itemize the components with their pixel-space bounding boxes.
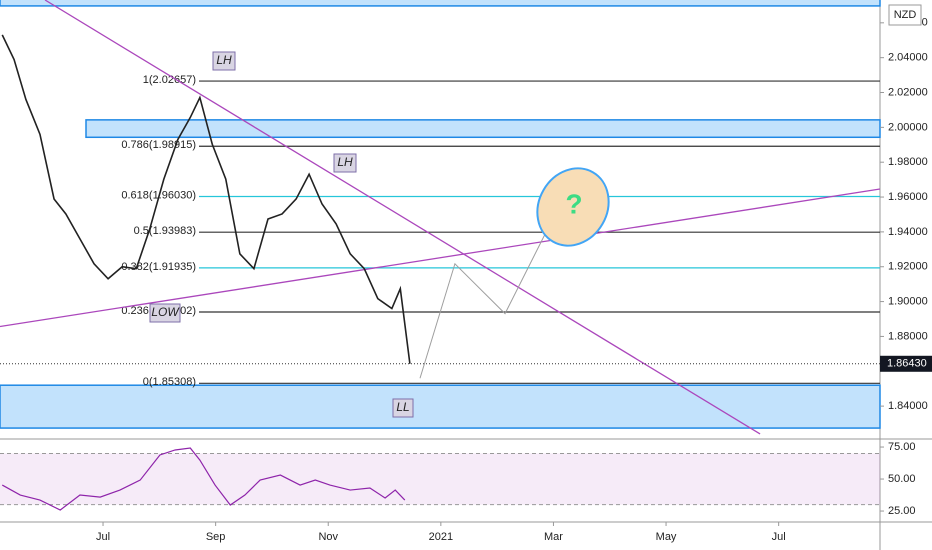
tag: LH (337, 155, 353, 169)
y-tick-label: 2.04000 (888, 52, 928, 64)
y-tick-label: 50.00 (888, 473, 916, 485)
tag: LOW (151, 305, 180, 319)
tag-box (333, 153, 357, 173)
fib-label: 0.786(1.98915) (121, 139, 196, 151)
x-tick-label: Jul (772, 531, 786, 543)
series-line (0, 188, 881, 328)
tag-box (392, 398, 414, 418)
y-tick-label: 2.00000 (888, 121, 928, 133)
rsi-band (0, 453, 880, 505)
target-ellipse (536, 167, 610, 247)
last-price-label: 1.86430 (887, 358, 927, 370)
y-tick-label: 25.00 (888, 505, 916, 517)
x-tick-label: 2021 (429, 531, 453, 543)
tag-box (212, 51, 236, 71)
tag-box (149, 303, 181, 323)
tag: LL (396, 400, 409, 414)
tag: LH (216, 53, 232, 67)
fib-label: 0(1.85308) (143, 376, 196, 388)
y-tick-label: 1.98000 (888, 156, 928, 168)
zone (0, 384, 881, 429)
y-tick-label: 1.88000 (888, 330, 928, 342)
x-tick-label: May (656, 531, 677, 543)
series-line (44, 0, 761, 435)
y-tick-label: 1.92000 (888, 261, 928, 273)
y-tick-label: 1.94000 (888, 226, 928, 238)
last-price-box (880, 355, 932, 372)
series-line (419, 203, 561, 379)
currency-box (888, 4, 922, 26)
fib-label: 0.5(1.93983) (134, 225, 196, 237)
y-tick-label: 1.84000 (888, 400, 928, 412)
series-line (1, 34, 411, 364)
question-mark: ? (565, 188, 582, 219)
x-tick-label: Sep (206, 531, 226, 543)
x-tick-label: Nov (318, 531, 338, 543)
currency: NZD (894, 9, 917, 21)
zone (0, 0, 881, 7)
y-tick-label: 2.02000 (888, 86, 928, 98)
y-tick-label: 1.90000 (888, 295, 928, 307)
fib-label: 0.382(1.91935) (121, 261, 196, 273)
x-tick-label: Mar (544, 531, 563, 543)
y-tick-label: 1.96000 (888, 191, 928, 203)
zone (85, 119, 881, 139)
y-tick-label: 75.00 (888, 441, 916, 453)
x-tick-label: Jul (96, 531, 110, 543)
series-line (1, 447, 406, 511)
